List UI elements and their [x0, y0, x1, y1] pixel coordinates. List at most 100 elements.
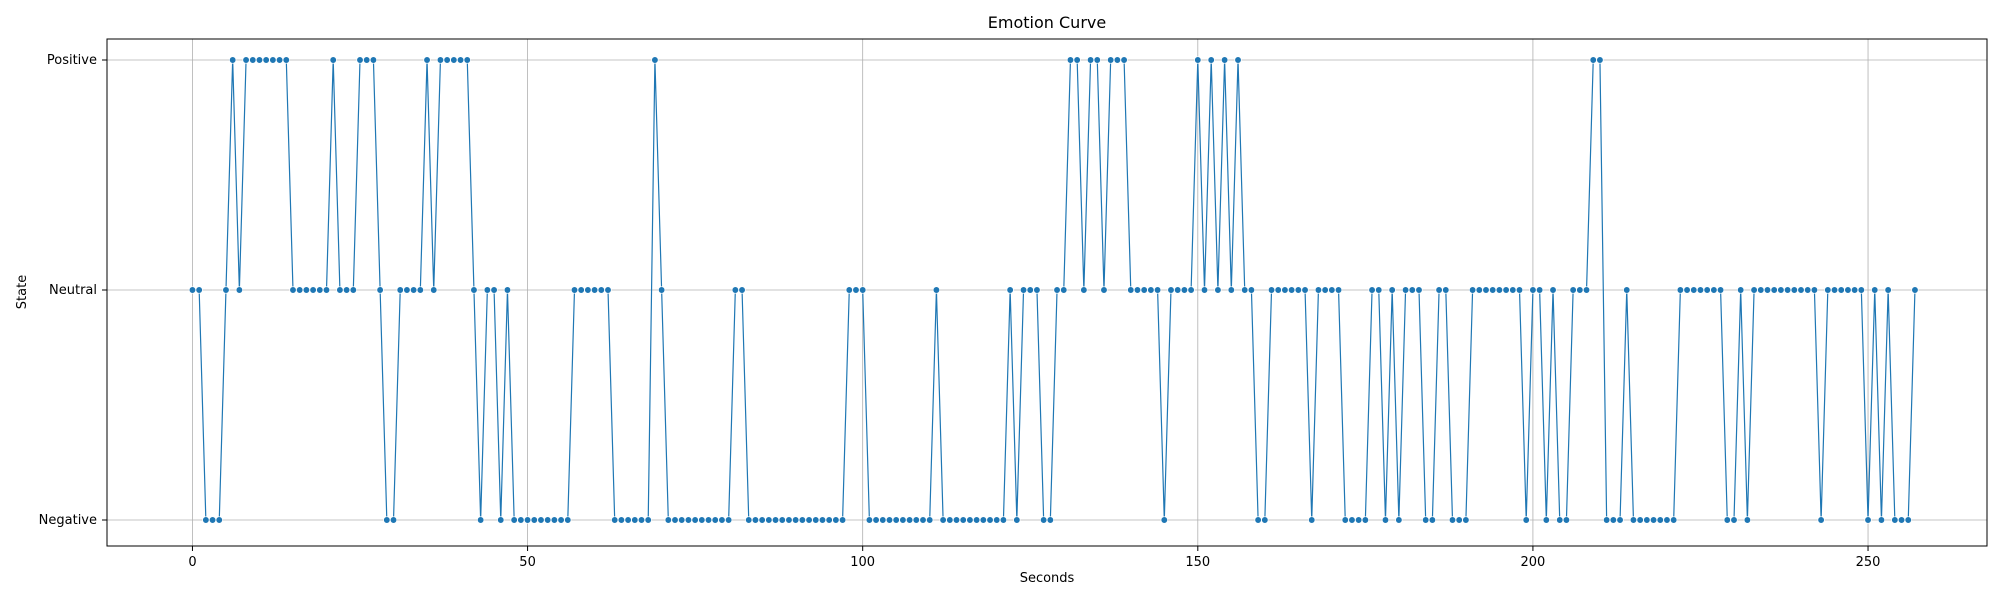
data-point	[269, 56, 277, 64]
data-point	[1884, 286, 1892, 294]
data-point	[778, 516, 786, 524]
data-point	[1817, 516, 1825, 524]
data-point	[470, 286, 478, 294]
data-point	[832, 516, 840, 524]
data-point	[1241, 286, 1249, 294]
data-point	[443, 56, 451, 64]
data-point	[1415, 286, 1423, 294]
data-point	[597, 286, 605, 294]
data-point	[208, 516, 217, 524]
data-point	[1877, 516, 1886, 524]
data-point	[510, 516, 518, 524]
data-point	[758, 516, 766, 524]
data-point	[617, 516, 626, 524]
data-point	[765, 516, 773, 524]
data-point	[1730, 516, 1738, 524]
data-point	[718, 516, 726, 524]
data-point	[1475, 286, 1483, 294]
data-point	[865, 516, 874, 524]
data-point	[885, 516, 894, 524]
data-point	[416, 286, 424, 294]
data-point	[1247, 286, 1256, 294]
data-point	[584, 286, 592, 294]
data-point	[550, 516, 559, 524]
data-point	[1904, 516, 1912, 524]
data-point	[966, 516, 974, 524]
data-point	[557, 516, 565, 524]
data-point	[899, 516, 907, 524]
data-point	[1234, 56, 1242, 64]
data-point	[1509, 286, 1517, 294]
data-point	[302, 286, 311, 294]
data-point	[383, 516, 391, 524]
data-point	[537, 516, 545, 524]
data-point	[785, 516, 793, 524]
data-point	[798, 516, 807, 524]
data-point	[215, 516, 223, 524]
data-point	[1757, 286, 1765, 294]
data-point	[1408, 286, 1416, 294]
y-axis-label: State	[15, 275, 30, 309]
data-point	[1086, 56, 1095, 64]
data-point	[376, 286, 384, 294]
data-point	[1489, 286, 1497, 294]
data-point	[1120, 56, 1128, 64]
data-point	[1140, 286, 1148, 294]
data-point	[859, 286, 867, 294]
data-point	[1609, 516, 1617, 524]
x-tick-label: 250	[1856, 555, 1881, 570]
x-axis-label: Seconds	[1020, 571, 1075, 586]
data-point	[1174, 286, 1182, 294]
data-point	[1495, 286, 1504, 294]
data-point	[1107, 56, 1115, 64]
data-point	[818, 516, 827, 524]
data-point	[1274, 286, 1282, 294]
data-point	[1341, 516, 1349, 524]
data-point	[1254, 516, 1262, 524]
data-point	[1033, 286, 1041, 294]
series-polyline	[192, 59, 1916, 521]
data-point	[1180, 286, 1189, 294]
data-point	[356, 56, 364, 64]
data-point	[1864, 516, 1872, 524]
data-point	[1683, 286, 1691, 294]
data-point	[1348, 516, 1356, 524]
data-point	[1824, 286, 1832, 294]
data-point	[1375, 286, 1383, 294]
data-point	[691, 516, 699, 524]
data-point	[1871, 286, 1879, 294]
data-point	[249, 56, 257, 64]
data-point	[751, 516, 760, 524]
data-point	[282, 56, 290, 64]
series-markers	[188, 56, 1919, 524]
data-point	[336, 286, 344, 294]
data-point	[959, 516, 967, 524]
data-point	[1194, 56, 1202, 64]
data-point	[1368, 286, 1376, 294]
data-point	[409, 286, 418, 294]
data-point	[483, 286, 492, 294]
data-point	[1468, 286, 1477, 294]
data-point	[1187, 286, 1195, 294]
data-point	[1850, 286, 1859, 294]
data-point	[1046, 516, 1054, 524]
data-point	[188, 286, 197, 294]
data-point	[1911, 286, 1919, 294]
plot-frame	[106, 38, 1988, 547]
data-point	[577, 286, 585, 294]
data-point	[1623, 286, 1631, 294]
data-point	[1542, 516, 1550, 524]
data-point	[637, 516, 646, 524]
data-point	[369, 56, 378, 64]
data-point	[430, 286, 438, 294]
data-point	[1670, 516, 1678, 524]
data-point	[1428, 516, 1437, 524]
data-point	[651, 56, 659, 64]
data-point	[309, 286, 317, 294]
data-point	[664, 516, 672, 524]
data-point	[490, 286, 498, 294]
data-point	[523, 516, 532, 524]
data-point	[745, 516, 753, 524]
data-point	[1053, 286, 1061, 294]
data-point	[812, 516, 820, 524]
